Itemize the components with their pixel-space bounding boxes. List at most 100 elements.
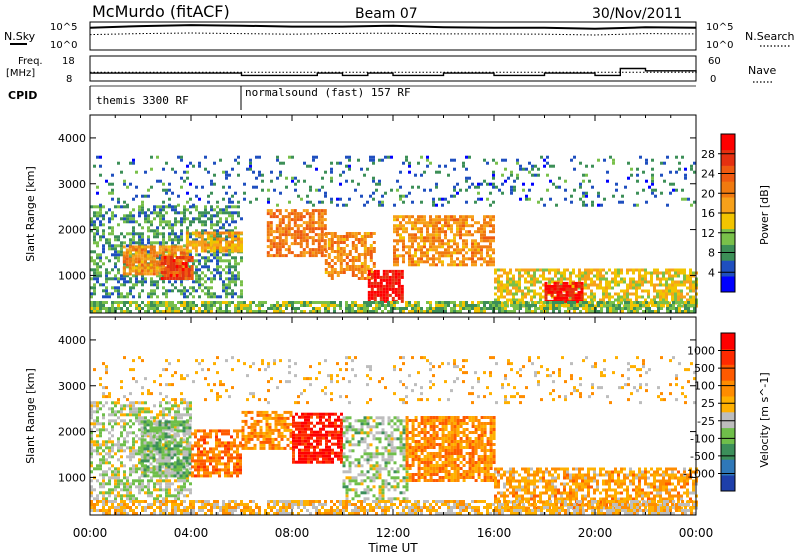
heatmap-cell	[369, 256, 373, 259]
heatmap-cell	[642, 188, 645, 192]
heatmap-cell	[668, 286, 671, 290]
heatmap-cell	[143, 245, 147, 249]
heatmap-cell	[197, 459, 200, 463]
heatmap-cell	[210, 253, 213, 257]
heatmap-cell	[90, 217, 93, 221]
heatmap-cell	[330, 244, 334, 247]
heatmap-cell	[423, 310, 426, 313]
heatmap-cell	[93, 283, 96, 287]
heatmap-cell	[143, 447, 147, 451]
heatmap-cell	[108, 191, 111, 195]
heatmap-cell	[192, 238, 195, 242]
heatmap-cell	[527, 274, 530, 278]
heatmap-cell	[633, 203, 636, 207]
heatmap-cell	[213, 214, 216, 218]
heatmap-cell	[177, 407, 180, 411]
heatmap-cell	[684, 310, 687, 313]
heatmap-cell	[149, 266, 153, 270]
heatmap-cell	[105, 446, 108, 450]
heatmap-cell	[168, 238, 171, 242]
heatmap-cell	[547, 284, 551, 288]
heatmap-cell	[155, 423, 159, 427]
heatmap-cell	[132, 410, 135, 414]
heatmap-cell	[186, 479, 189, 483]
heatmap-cell	[152, 465, 156, 469]
heatmap-cell	[402, 260, 405, 264]
heatmap-cell	[146, 420, 150, 424]
heatmap-cell	[180, 416, 183, 420]
heatmap-cell	[273, 304, 276, 307]
heatmap-cell	[171, 494, 174, 498]
heatmap-cell	[324, 194, 327, 198]
heatmap-cell	[140, 447, 144, 451]
heatmap-cell	[181, 277, 185, 280]
heatmap-cell	[621, 200, 624, 204]
heatmap-cell	[170, 438, 174, 442]
heatmap-cell	[447, 254, 450, 258]
heatmap-cell	[141, 464, 144, 468]
heatmap-cell	[308, 251, 312, 255]
heatmap-cell	[494, 271, 497, 275]
heatmap-cell	[447, 251, 450, 255]
heatmap-cell	[159, 256, 162, 260]
heatmap-cell	[656, 283, 659, 287]
heatmap-cell	[299, 230, 303, 234]
heatmap-cell	[213, 234, 216, 238]
heatmap-cell	[689, 277, 692, 281]
heatmap-cell	[162, 238, 165, 242]
heatmap-cell	[168, 289, 171, 293]
heatmap-cell	[194, 462, 197, 466]
heatmap-cell	[215, 438, 218, 442]
heatmap-cell	[165, 220, 168, 224]
heatmap-cell	[311, 230, 315, 234]
heatmap-cell	[674, 271, 677, 275]
heatmap-cell	[99, 310, 102, 313]
heatmap-cell	[602, 274, 605, 278]
heatmap-cell	[172, 268, 176, 271]
heatmap-cell	[489, 191, 492, 195]
heatmap-cell	[584, 274, 587, 278]
heatmap-cell	[216, 237, 219, 241]
heatmap-cell	[603, 197, 606, 201]
heatmap-cell	[134, 272, 138, 276]
heatmap-cell	[93, 262, 96, 266]
heatmap-cell	[90, 446, 93, 450]
heatmap-cell	[170, 441, 174, 445]
heatmap-cell	[370, 272, 374, 276]
heatmap-cell	[342, 271, 346, 274]
heatmap-cell	[203, 459, 206, 463]
heatmap-cell	[108, 232, 111, 236]
heatmap-cell	[591, 185, 594, 189]
heatmap-cell	[156, 301, 159, 304]
heatmap-cell	[611, 277, 614, 281]
heatmap-cell	[570, 200, 573, 204]
heatmap-cell	[206, 468, 209, 472]
heatmap-cell	[108, 446, 111, 450]
heatmap-cell	[317, 242, 321, 246]
heatmap-cell	[99, 452, 102, 456]
heatmap-cell	[96, 229, 99, 233]
heatmap-cell	[471, 257, 474, 261]
heatmap-cell	[183, 179, 186, 183]
heatmap-cell	[317, 239, 321, 243]
heatmap-cell	[195, 289, 198, 293]
heatmap-cell	[551, 295, 554, 299]
heatmap-cell	[165, 250, 168, 254]
heatmap-cell	[102, 205, 105, 209]
heatmap-cell	[408, 304, 411, 307]
heatmap-cell	[351, 241, 355, 244]
heatmap-cell	[435, 310, 438, 313]
heatmap-cell	[608, 268, 611, 272]
heatmap-cell	[281, 230, 285, 234]
heatmap-cell	[565, 281, 569, 285]
heatmap-cell	[159, 413, 162, 417]
heatmap-cell	[123, 440, 126, 444]
heatmap-cell	[372, 232, 376, 235]
heatmap-cell	[90, 277, 93, 281]
heatmap-cell	[126, 476, 129, 480]
heatmap-cell	[471, 263, 474, 267]
heatmap-cell	[388, 275, 392, 279]
heatmap-cell	[367, 272, 371, 276]
heatmap-cell	[471, 242, 474, 246]
heatmap-cell	[498, 304, 501, 307]
